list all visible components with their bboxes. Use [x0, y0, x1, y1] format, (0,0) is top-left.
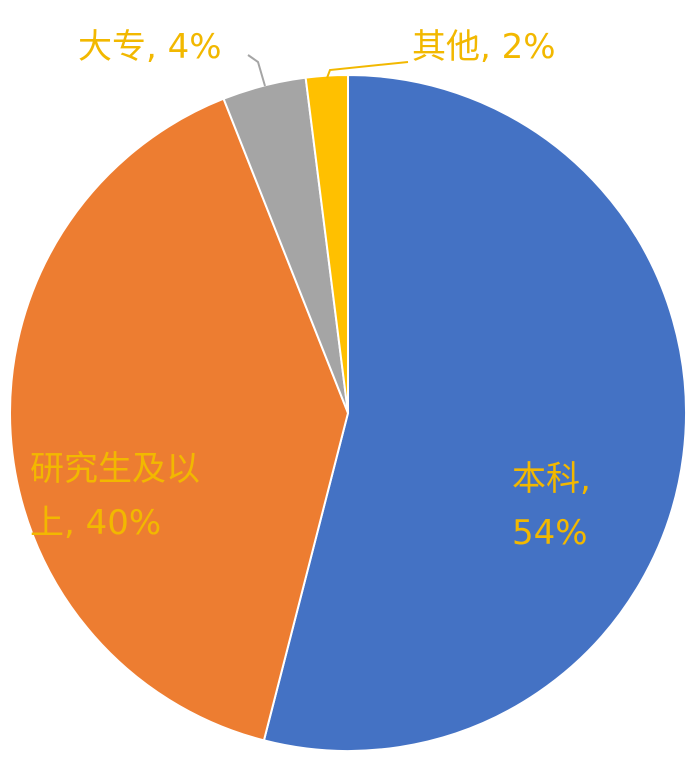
leader-line [247, 54, 266, 87]
pie-slice [262, 73, 687, 752]
data-label: 本科, 54% [512, 459, 591, 554]
data-label: 研究生及以上, 40% [30, 449, 200, 544]
data-label: 大专, 4% [78, 27, 222, 67]
pie-slice [9, 97, 350, 742]
leader-line [326, 61, 409, 79]
data-label: 其他, 2% [412, 27, 556, 67]
pie-slice [304, 73, 349, 414]
